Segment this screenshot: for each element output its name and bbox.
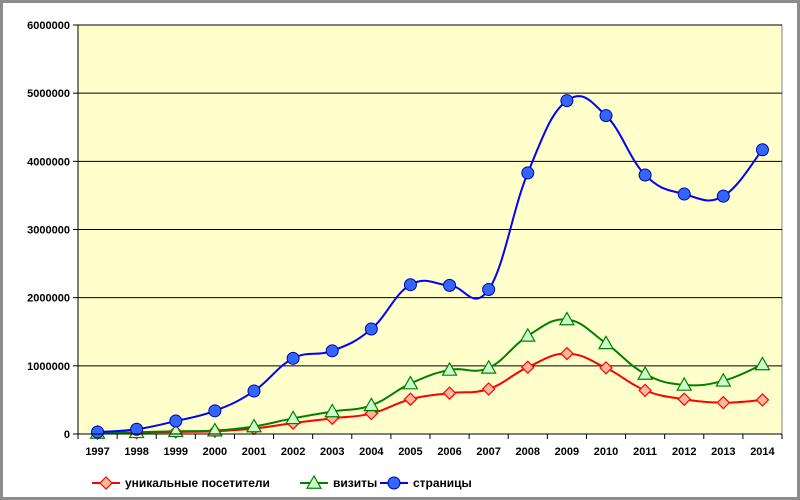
data-point-diamond: [599, 361, 613, 375]
x-tick-label: 2009: [555, 446, 579, 458]
data-point-circle: [130, 422, 144, 436]
data-point-triangle: [597, 335, 615, 350]
data-point-circle: [482, 282, 496, 296]
x-tick-label: 2004: [359, 446, 384, 458]
x-tick-label: 2013: [711, 446, 735, 458]
data-point-circle: [91, 425, 105, 439]
x-tick-label: 2010: [594, 446, 618, 458]
y-tick-label: 1000000: [27, 361, 70, 373]
data-point-diamond: [560, 346, 574, 361]
data-point-circle: [638, 168, 652, 182]
x-tick-label: 1998: [124, 446, 148, 458]
legend-marker-diamond: [99, 476, 113, 490]
x-tick-label: 2002: [281, 446, 305, 458]
x-tick-label: 2014: [750, 446, 775, 458]
data-point-diamond: [403, 392, 418, 407]
x-tick-label: 2006: [437, 446, 461, 458]
data-point-circle: [716, 189, 730, 203]
legend-label: страницы: [413, 476, 472, 490]
data-point-triangle: [402, 375, 419, 390]
x-tick-label: 2011: [633, 446, 657, 458]
data-point-circle: [560, 94, 574, 108]
y-tick-label: 5000000: [27, 88, 70, 100]
y-tick-label: 3000000: [27, 225, 70, 237]
data-point-circle: [677, 187, 691, 201]
data-point-triangle: [676, 376, 693, 391]
data-point-triangle: [324, 403, 341, 418]
data-point-circle: [247, 384, 261, 398]
data-point-diamond: [755, 393, 770, 407]
data-point-circle: [208, 404, 222, 418]
x-tick-label: 2008: [516, 446, 540, 458]
data-point-circle: [364, 322, 378, 336]
data-point-circle: [286, 351, 300, 365]
y-tick-label: 4000000: [27, 156, 70, 168]
legend-label: визиты: [333, 476, 377, 490]
x-tick-label: 2007: [476, 446, 500, 458]
data-point-circle: [443, 278, 457, 292]
x-tick-label: 2005: [398, 446, 422, 458]
x-tick-label: 2003: [320, 446, 344, 458]
data-point-circle: [521, 166, 535, 180]
data-point-circle: [169, 414, 183, 428]
data-point-diamond: [677, 392, 692, 407]
data-point-triangle: [441, 361, 458, 376]
data-point-diamond: [716, 395, 731, 410]
x-tick-label: 2000: [203, 446, 227, 458]
x-tick-label: 2001: [242, 446, 266, 458]
data-point-diamond: [638, 383, 652, 398]
y-tick-label: 6000000: [27, 20, 70, 32]
data-point-triangle: [715, 372, 732, 387]
data-point-circle: [403, 278, 417, 292]
data-point-triangle: [167, 423, 184, 438]
data-point-circle: [325, 344, 339, 358]
data-point-triangle: [558, 311, 575, 326]
data-point-triangle: [245, 418, 263, 433]
x-tick-label: 1999: [164, 446, 188, 458]
data-point-triangle: [363, 397, 380, 412]
legend-marker-triangle: [305, 474, 323, 489]
data-point-triangle: [637, 365, 654, 380]
y-tick-label: 0: [64, 429, 70, 441]
legend-marker-circle: [387, 476, 401, 490]
y-tick-label: 2000000: [27, 293, 70, 305]
data-point-triangle: [206, 422, 223, 437]
x-tick-label: 2012: [672, 446, 696, 458]
data-point-triangle: [285, 410, 302, 425]
legend-label: уникальные посетители: [125, 476, 270, 490]
data-point-circle: [599, 109, 613, 123]
data-point-triangle: [754, 356, 771, 371]
data-point-diamond: [442, 386, 457, 400]
data-point-diamond: [520, 360, 535, 375]
data-point-circle: [755, 143, 769, 157]
x-tick-label: 1997: [85, 446, 109, 458]
data-point-triangle: [519, 327, 536, 342]
data-point-triangle: [480, 359, 497, 374]
data-point-diamond: [481, 382, 496, 396]
